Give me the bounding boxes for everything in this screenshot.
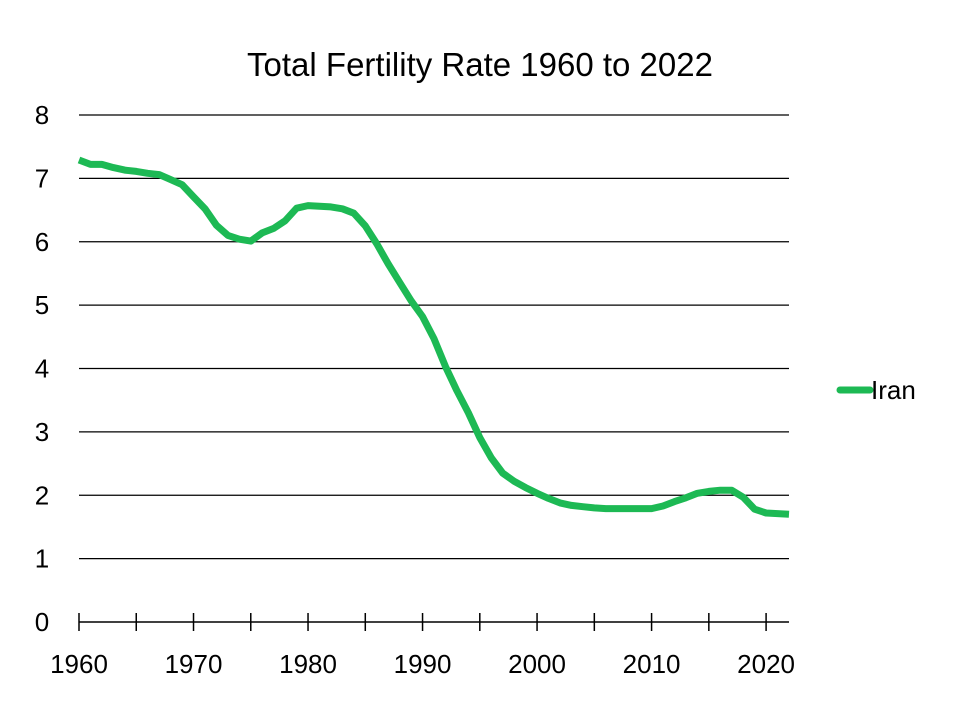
x-tick-label-1960: 1960 [50, 649, 108, 679]
y-tick-label-5: 5 [35, 290, 49, 320]
y-tick-label-3: 3 [35, 417, 49, 447]
x-tick-label-1970: 1970 [165, 649, 223, 679]
x-tick-label-1990: 1990 [394, 649, 452, 679]
series-line-iran [77, 156, 790, 518]
y-tick-label-6: 6 [35, 227, 49, 257]
y-axis-tick-labels: 0 1 2 3 4 5 6 7 8 [35, 100, 49, 637]
x-tick-label-2010: 2010 [623, 649, 681, 679]
legend-label-iran: Iran [871, 375, 916, 405]
y-tick-label-4: 4 [35, 354, 49, 384]
y-tick-label-1: 1 [35, 544, 49, 574]
x-tick-label-2000: 2000 [508, 649, 566, 679]
gridlines [79, 114, 789, 560]
chart-title: Total Fertility Rate 1960 to 2022 [247, 46, 713, 83]
x-axis-tick-labels: 1960 1970 1980 1990 2000 2010 2020 [50, 649, 795, 679]
y-tick-label-8: 8 [35, 100, 49, 130]
y-tick-label-2: 2 [35, 480, 49, 510]
y-tick-label-0: 0 [35, 607, 49, 637]
x-tick-label-1980: 1980 [279, 649, 337, 679]
series-lines [77, 156, 790, 518]
x-axis [78, 613, 789, 631]
legend: Iran [836, 375, 916, 405]
x-tick-label-2020: 2020 [737, 649, 795, 679]
y-tick-label-7: 7 [35, 163, 49, 193]
